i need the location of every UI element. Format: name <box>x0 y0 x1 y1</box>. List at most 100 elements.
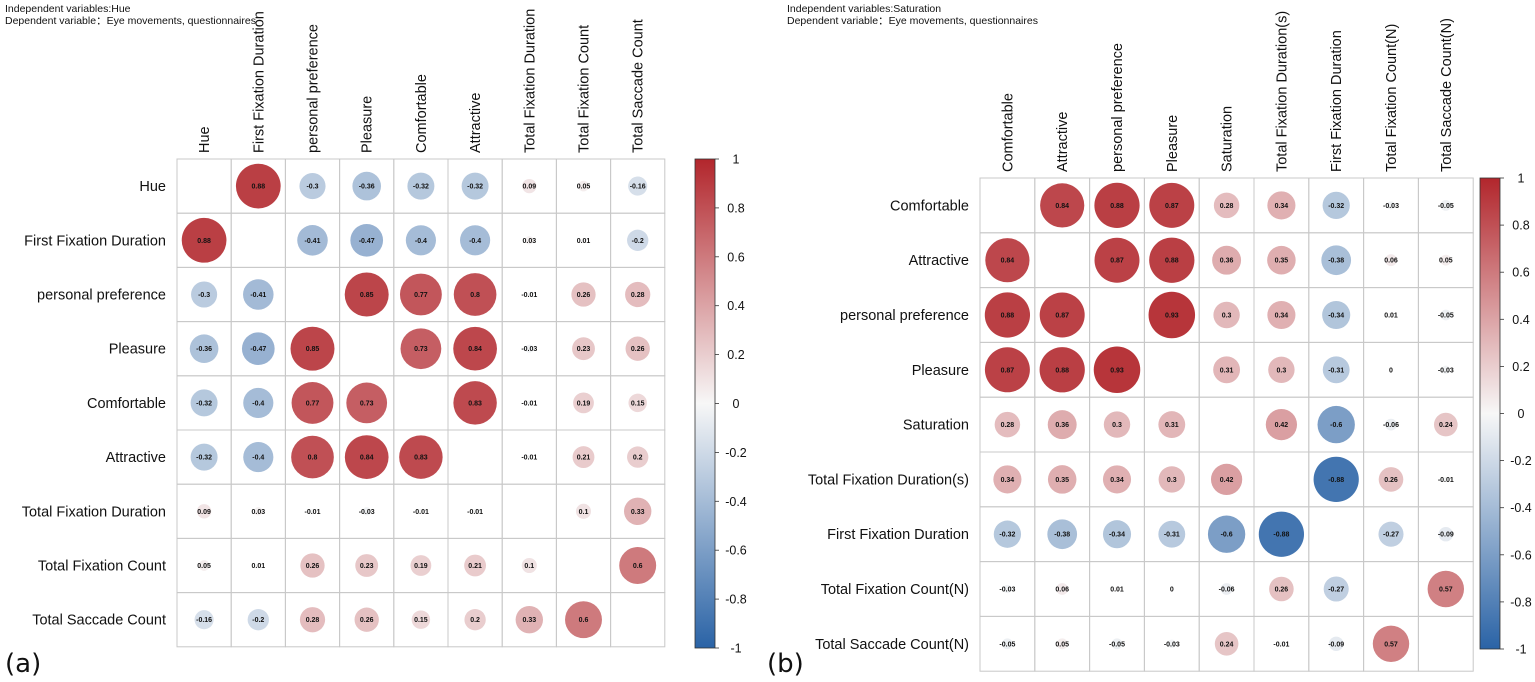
correlation-value: 0.36 <box>1055 422 1069 429</box>
correlation-value: -0.6 <box>1330 422 1342 429</box>
correlation-circle <box>1321 245 1352 276</box>
correlation-value: -0.05 <box>999 641 1015 648</box>
correlation-circle <box>1039 347 1085 393</box>
correlation-value: 0.3 <box>1112 422 1122 429</box>
correlation-circle <box>526 292 532 297</box>
correlation-circle <box>1372 625 1410 663</box>
correlation-value: -0.03 <box>999 587 1015 594</box>
panel-header-dependent: Dependent variable：Eye movements, questi… <box>787 15 1038 27</box>
correlation-circle <box>1385 254 1397 267</box>
correlation-value: -0.32 <box>999 532 1015 539</box>
correlation-circle <box>453 381 497 425</box>
panel-header-dependent: Dependent variable：Eye movements, questi… <box>5 15 256 27</box>
column-label: Pleasure <box>360 96 376 153</box>
correlation-value: 0.1 <box>524 563 534 570</box>
correlation-circle <box>1148 291 1196 339</box>
correlation-circle <box>571 282 596 307</box>
correlation-circle <box>1103 411 1131 438</box>
correlation-circle <box>464 554 487 577</box>
correlation-circle <box>291 435 334 479</box>
correlation-circle <box>625 336 650 361</box>
correlation-value: -0.01 <box>1438 477 1454 484</box>
correlation-circle <box>352 171 382 201</box>
column-label: Total Fixation Count <box>577 25 593 153</box>
correlation-value: -0.32 <box>196 400 212 407</box>
correlation-circle <box>1158 520 1186 548</box>
correlation-circle <box>1317 405 1355 444</box>
correlation-value: -0.01 <box>467 509 483 516</box>
correlation-circle <box>525 236 534 245</box>
correlation-value: -0.4 <box>252 455 264 462</box>
matrix-cell <box>1198 396 1255 453</box>
correlation-value: 0.26 <box>1384 477 1398 484</box>
correlation-circle <box>310 508 315 514</box>
matrix-cell <box>1417 615 1474 672</box>
correlation-circle <box>1440 309 1452 321</box>
row-label: Pleasure <box>912 363 969 379</box>
correlation-circle <box>1322 356 1350 384</box>
correlation-value: 0.03 <box>251 509 265 516</box>
correlation-circle <box>190 443 218 471</box>
correlation-circle <box>1002 638 1013 650</box>
correlation-value: 0.26 <box>1275 587 1289 594</box>
correlation-value: 0.31 <box>1165 422 1179 429</box>
correlation-value: 0.57 <box>1384 641 1398 648</box>
colorbar-tick-label: 0.8 <box>1512 219 1529 233</box>
correlation-circle <box>196 504 212 519</box>
matrix-cell <box>176 158 232 214</box>
correlation-circle <box>355 554 379 577</box>
correlation-value: 0.34 <box>1275 203 1289 210</box>
correlation-circle <box>198 560 210 571</box>
correlation-value: -0.16 <box>630 184 646 191</box>
correlation-value: -0.36 <box>196 346 212 353</box>
matrix-cell <box>979 177 1036 234</box>
correlation-circle <box>1378 521 1404 547</box>
correlation-circle <box>581 237 586 243</box>
correlation-value: -0.05 <box>1109 641 1125 648</box>
correlation-value: 0.87 <box>1055 313 1069 320</box>
correlation-circle <box>515 606 543 634</box>
correlation-circle <box>1094 182 1140 229</box>
correlation-circle <box>1441 365 1450 374</box>
correlation-circle <box>235 163 281 209</box>
correlation-value: -0.47 <box>250 346 266 353</box>
correlation-circle <box>194 610 214 630</box>
column-label: Total Fixation Duration <box>522 9 538 153</box>
correlation-value: 0.01 <box>1384 313 1398 320</box>
matrix-cell <box>1089 287 1145 343</box>
correlation-circle <box>525 344 534 353</box>
correlation-value: -0.03 <box>521 346 537 353</box>
correlation-value: 0.23 <box>360 563 374 570</box>
colorbar-tick-label: -0.2 <box>1510 454 1532 468</box>
correlation-circle <box>1313 456 1359 503</box>
correlation-value: 0.85 <box>306 346 320 353</box>
row-label: Attractive <box>909 253 969 269</box>
correlation-value: 0.88 <box>251 184 265 191</box>
correlation-value: -0.36 <box>359 184 375 191</box>
correlation-value: 0.42 <box>1275 422 1289 429</box>
correlation-value: 0.77 <box>306 400 320 407</box>
correlation-circle <box>1093 346 1141 394</box>
correlation-value: -0.34 <box>1109 532 1125 539</box>
correlation-value: -0.32 <box>1328 203 1344 210</box>
column-label: Comfortable <box>1000 93 1016 172</box>
correlation-circle <box>418 508 424 514</box>
correlation-circle <box>1149 237 1195 283</box>
correlation-circle <box>1047 465 1077 494</box>
correlation-circle <box>181 217 227 263</box>
correlation-circle <box>291 381 334 424</box>
correlation-circle <box>985 238 1030 283</box>
colorbar-tick-label: 0.2 <box>727 348 744 362</box>
correlation-circle <box>407 172 435 200</box>
correlation-circle <box>1386 201 1396 210</box>
correlation-value: -0.32 <box>196 455 212 462</box>
correlation-value: -0.09 <box>1438 532 1454 539</box>
correlation-circle <box>254 507 263 516</box>
correlation-value: -0.16 <box>196 617 212 624</box>
correlation-circle <box>362 507 371 516</box>
correlation-value: -0.41 <box>305 238 321 245</box>
correlation-value: 0.15 <box>631 400 645 407</box>
correlation-circle <box>984 347 1030 393</box>
correlation-marks: 0.88 -0.3 -0.36 -0.32 -0.32 0.09 0.05 -0.16 0.88… <box>181 163 657 639</box>
